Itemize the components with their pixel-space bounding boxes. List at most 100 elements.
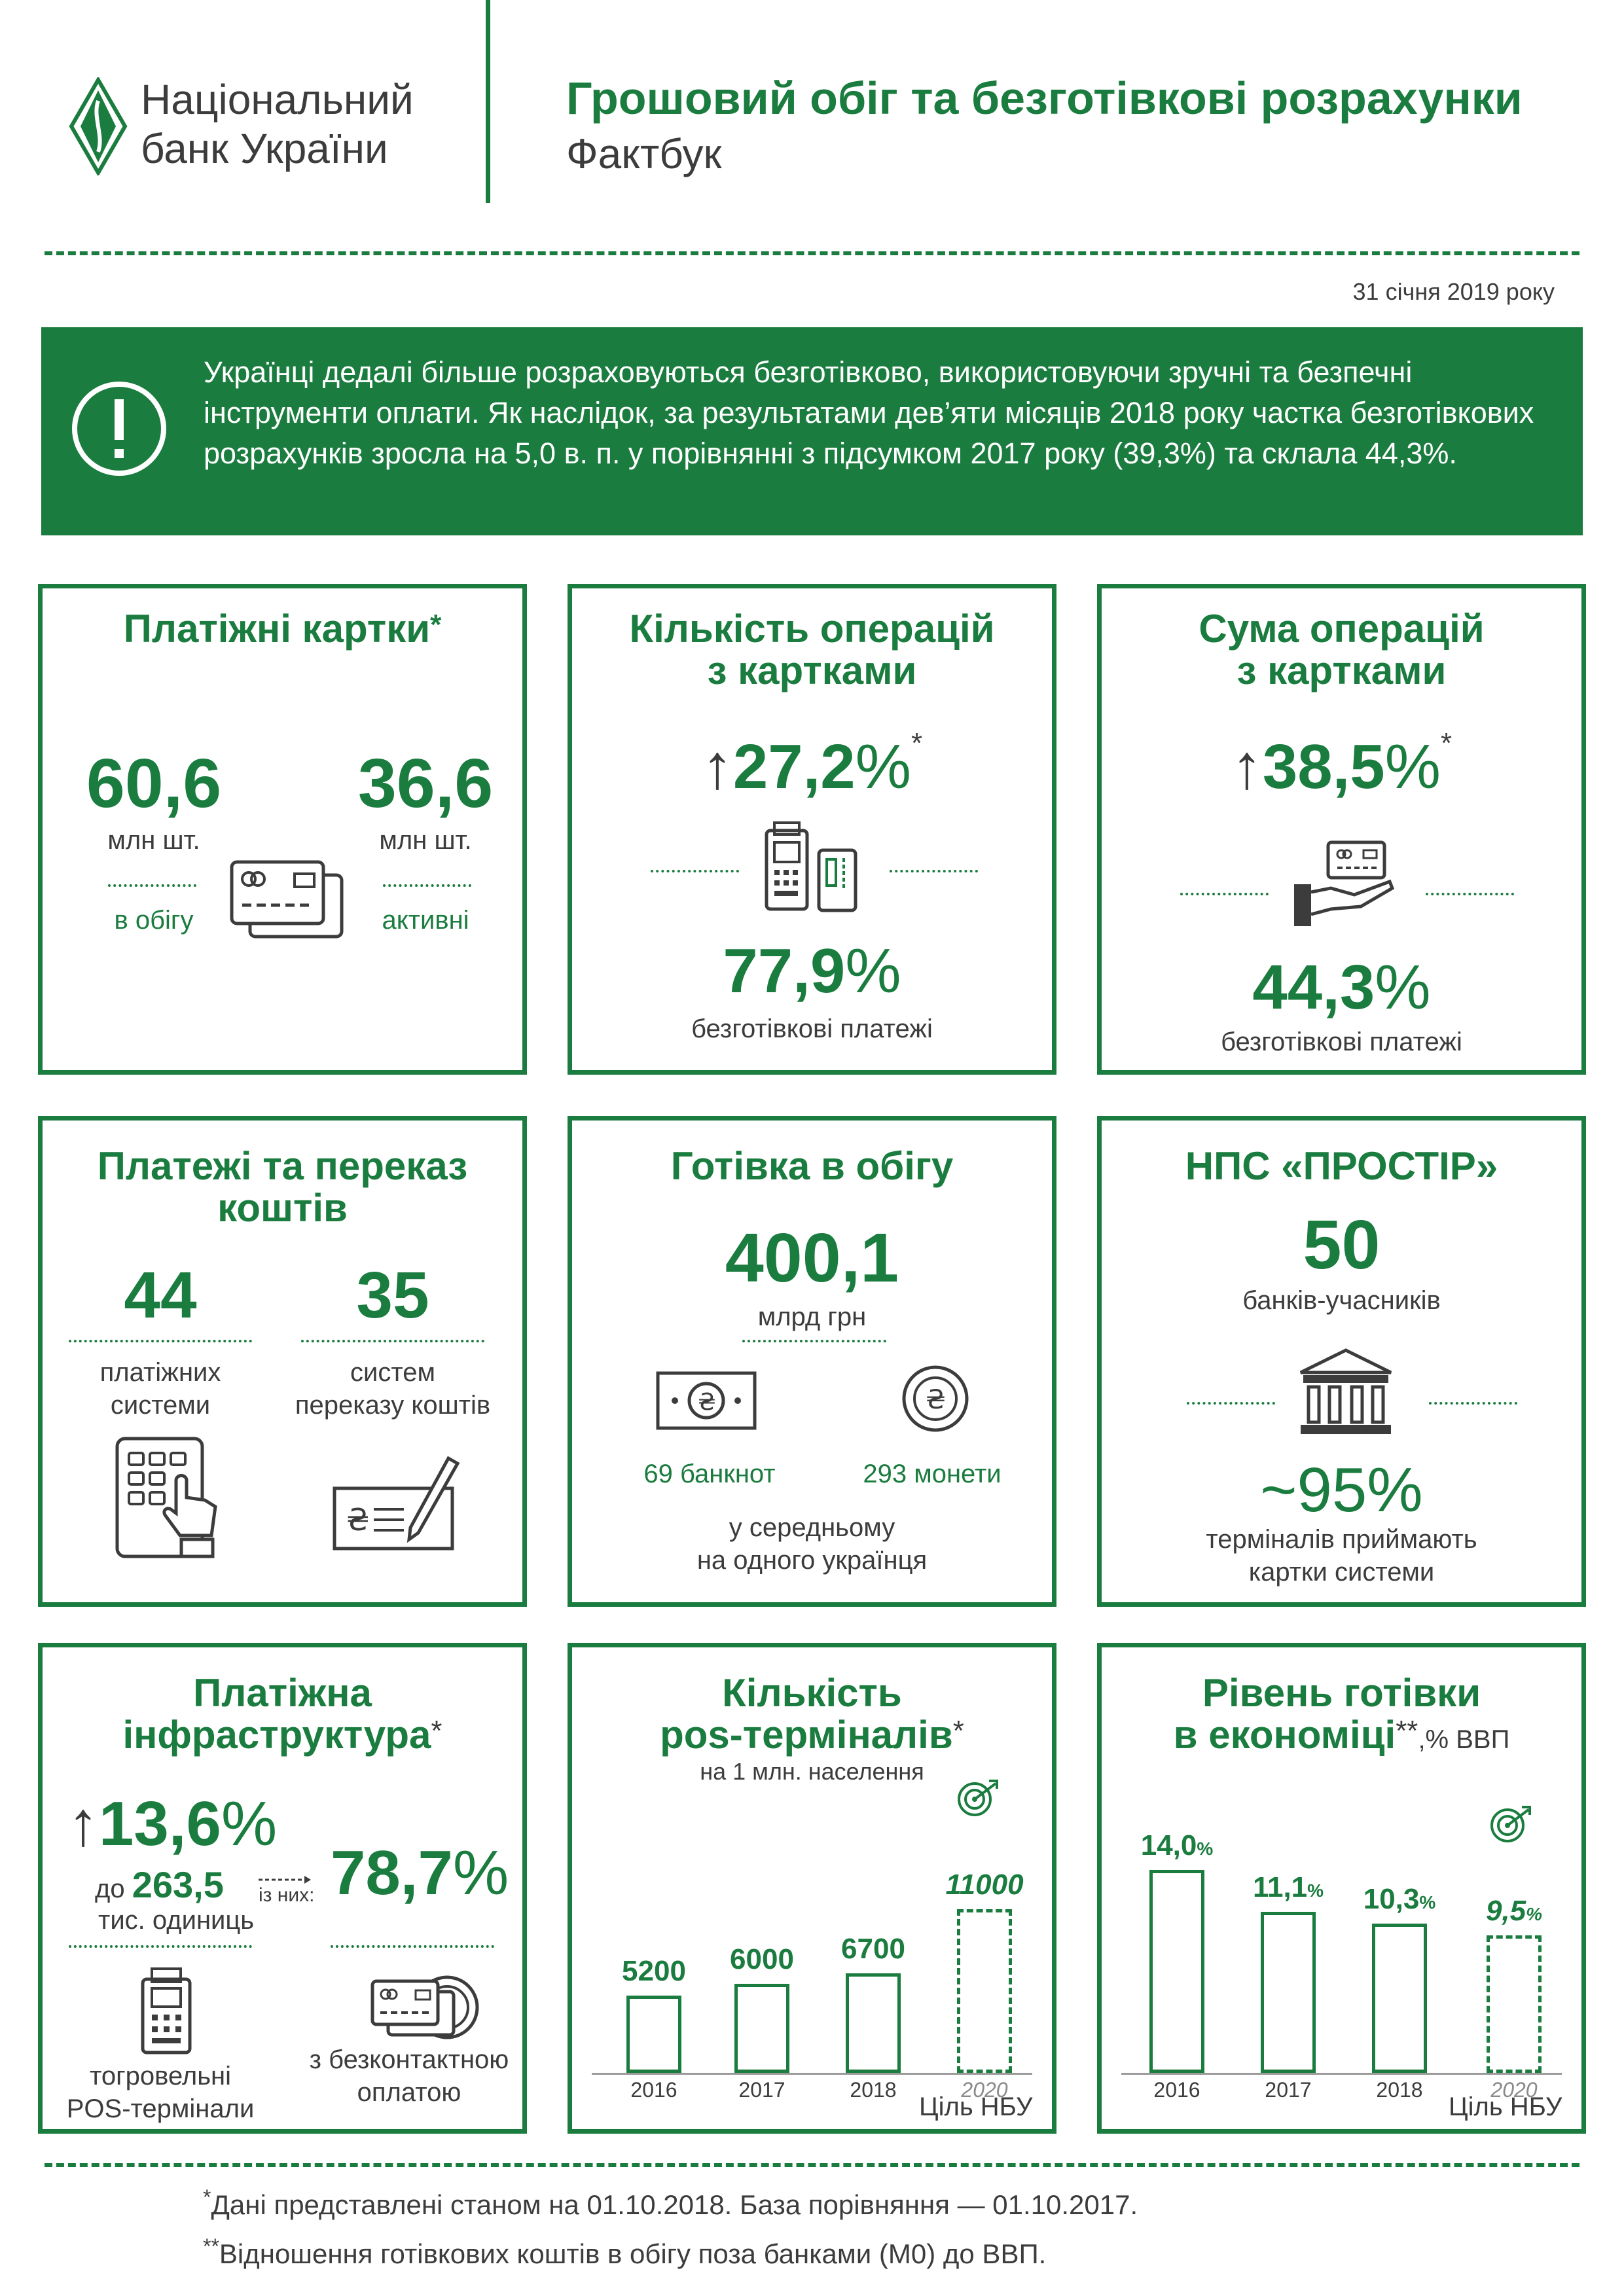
dotted-divider [1429,1402,1517,1405]
bar-value-label: 5200 [622,1955,686,1987]
operations-growth: ↑27,2%* [572,727,1052,803]
x-tick-label: 2017 [1265,2078,1312,2102]
header-divider [486,0,490,203]
percent-sign: % [1375,952,1431,1022]
dotted-divider [651,870,739,872]
panel-title: НПС «ПРОСТІР» [1185,1144,1498,1188]
percent-sign: % [1384,732,1441,802]
payment-systems-label: платіжних системи [75,1356,245,1422]
percent-sign: % [1367,1455,1423,1525]
dotted-divider [69,1945,252,1948]
cash-level-bar-chart: 14,0% 2016 11,1% 2017 10,3% 2018 9,5% 2020 [1102,1778,1581,2119]
dotted-divider [1426,893,1514,895]
footnote-mark: ** [1396,1715,1418,1747]
panel-title: Платіжна інфраструктура* [43,1672,522,1756]
x-axis [1121,2073,1562,2075]
bar [1149,1870,1204,2073]
to-label: до [95,1874,125,1903]
bar [846,1973,901,2073]
cards-active-unit: млн шт. [379,826,472,855]
dotted-divider [890,870,978,872]
chart-title-line2: в економіці [1173,1713,1396,1757]
payment-systems-value: 44 [124,1259,197,1332]
label-line2: картки системи [1248,1558,1435,1587]
terminals-total-unit: тис. одиниць [98,1906,255,1935]
bar [1372,1924,1427,2073]
bar-value-label: 6000 [730,1943,794,1975]
x-tick-label: 2016 [1153,2078,1200,2102]
panel-title: Сума операцій з картками [1102,608,1581,692]
cash-unit: млрд грн [757,1302,867,1331]
footnote-mark: * [431,1715,442,1747]
svg-text:₴: ₴ [698,1389,716,1416]
member-banks-value: 50 [1303,1206,1380,1283]
label-line2: системи [110,1391,211,1420]
x-tick-label: 2018 [850,2078,897,2102]
operations-growth-value: 27,2 [732,732,856,802]
contactless-share-value: 78,7 [331,1838,453,1908]
dotted-divider [331,1945,494,1948]
label-line2: переказу коштів [295,1391,491,1420]
terminals-total: до 263,5 [95,1863,291,1906]
transfer-systems-value: 35 [356,1259,429,1332]
svg-text:₴: ₴ [346,1502,370,1537]
footnote-mark: * [911,727,923,759]
per-capita-note: у середньому на одного українця [572,1511,1052,1577]
arrow-up-icon: ↑ [1231,732,1263,802]
chart-unit: ,% ВВП [1418,1725,1510,1754]
target-label: Ціль НБУ [919,2092,1033,2121]
logo-text-line2: банк України [141,125,388,172]
percent-sign: % [845,936,901,1006]
cards-active-value: 36,6 [357,745,494,822]
bar-value-label: 10,3% [1363,1883,1436,1915]
pos-terminals-caption: тогровельні POS-термінали [56,2060,265,2125]
bar-value-label: 6700 [841,1933,905,1965]
x-tick-label: 2018 [1376,2078,1423,2102]
panel-title: Платіжні картки* [43,608,522,650]
coins-per-capita: 293 монети [863,1460,1001,1488]
cards-in-circulation-label: в обігу [114,906,194,935]
label-line1: систем [350,1358,435,1387]
chart-title-line1: Кількість [722,1671,902,1715]
of-them-label: із них: [259,1884,315,1906]
header: Національний банк України Грошовий обіг … [0,0,1624,275]
check-and-pen-icon: ₴ [331,1454,461,1552]
pos-terminals-bar-chart: 5200 2016 6000 2017 6700 2018 11000 2020 [572,1804,1052,2119]
bar-value-label: 9,5% [1485,1895,1543,1927]
percent-sign: % [452,1838,509,1908]
cards-in-circulation-unit: млн шт. [107,826,200,855]
dotted-divider [1187,1402,1275,1405]
cards-in-circulation-value: 60,6 [86,745,222,822]
report-date: 31 січня 2019 року [1352,278,1555,305]
alert-banner: Українці дедалі більше розраховуються бе… [41,327,1583,535]
header-dashed-divider [45,251,1579,255]
panel-title-line2: інфраструктура [122,1713,431,1757]
caption-line1: тогровельні [89,2062,232,2090]
footnote-mark: * [1441,727,1453,759]
footnote-mark: * [430,609,442,641]
cashless-share-label: безготівкові платежі [691,1014,933,1043]
banknotes-per-capita: 69 банкнот [643,1460,776,1488]
svg-text:₴: ₴ [926,1385,946,1415]
page-subtitle: Фактбук [566,130,722,177]
bar-value-label: 14,0% [1140,1829,1214,1861]
x-tick-label: 2020 [1490,2078,1538,2102]
terminals-total-value: 263,5 [132,1864,224,1905]
footnote-mark: * [203,2185,211,2209]
x-tick-label: 2017 [738,2078,785,2102]
pos-terminal-icon [137,1965,196,2056]
cashless-share-value: 44,3 [1252,952,1375,1022]
caption-line1: з безконтактною [309,2045,509,2074]
caption-line2: POS-термінали [66,2094,255,2123]
footer-dashed-divider [45,2163,1579,2167]
sum-growth: ↑38,5%* [1102,727,1581,803]
cashless-share: 77,9% [572,935,1052,1007]
arrow-up-icon: ↑ [701,732,733,802]
credit-cards-icon [228,858,346,940]
bar-value-label: 11000 [945,1869,1024,1901]
sum-growth-value: 38,5 [1262,732,1385,802]
payment-cards-panel: Платіжні картки* 60,6 млн шт. в обігу 36… [38,584,527,1075]
footnote-text: Відношення готівкових коштів в обігу поз… [219,2238,1047,2269]
footnote-mark: ** [203,2234,219,2258]
chart-subtitle: на 1 млн. населення [700,1758,924,1785]
